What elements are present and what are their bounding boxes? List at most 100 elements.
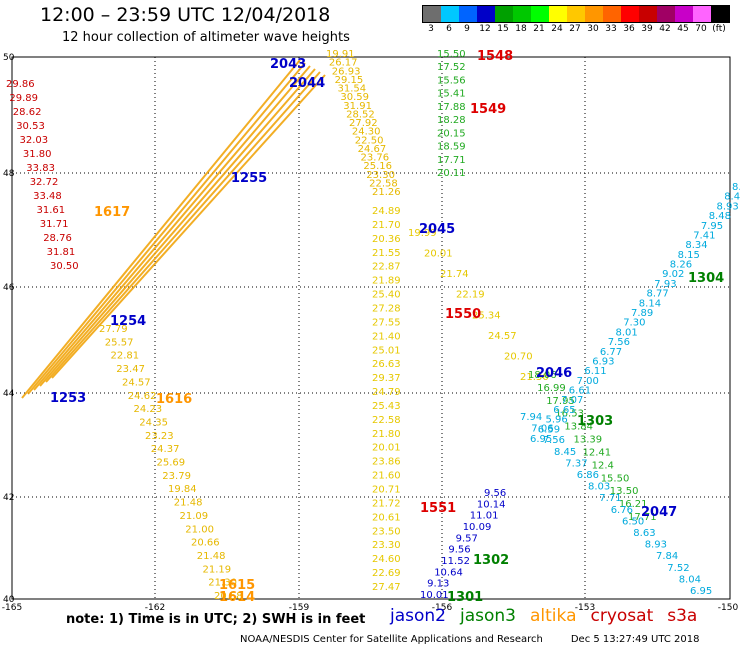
wave-height-value: 23.47 <box>116 364 145 375</box>
colorbar-label: 15 <box>497 24 509 34</box>
wave-height-value: 7.56 <box>608 337 630 348</box>
x-tick-label: -150 <box>718 603 739 613</box>
wave-height-value: 24.35 <box>139 417 168 428</box>
wave-height-value: 20.70 <box>504 351 533 362</box>
wave-height-value: 7.41 <box>693 231 715 242</box>
track-altika-1549: 24.89 21.70 20.36 21.55 22.87 21.89 25.40 27.28… <box>372 206 401 593</box>
wave-height-value: 30.50 <box>50 261 79 272</box>
wave-height-value: 27.28 <box>372 304 401 315</box>
satellite-legend: jason2 jason3 altika cryosat s3a <box>390 606 711 626</box>
wave-height-value: 7.52 <box>667 563 689 574</box>
wave-height-value: 25.57 <box>105 337 134 348</box>
wave-height-value: 21.80 <box>372 429 401 440</box>
track-altika-1550: 19.99 20.01 21.74 22.19 25.34 24.57 20.70 21.36 <box>408 228 549 383</box>
wave-height-value: 22.58 <box>369 178 398 189</box>
wave-height-value: 10.01 <box>420 590 449 601</box>
wave-height-value: 24.60 <box>372 554 401 565</box>
track-id-label: 1551 <box>420 501 456 516</box>
track-id-label: 1304 <box>688 271 724 286</box>
colorbar-label: 27 <box>569 24 581 34</box>
wave-height-value: 19.84 <box>168 484 197 495</box>
wave-height-value: 13.84 <box>564 422 593 433</box>
colorbar-swatch <box>585 6 603 22</box>
wave-height-value: 20.15 <box>437 128 466 139</box>
wave-height-value: 8.15 <box>678 250 700 261</box>
wave-height-value: 10.64 <box>434 567 463 578</box>
wave-height-value: 30.59 <box>340 92 369 103</box>
wave-height-value: 6.11 <box>584 366 606 377</box>
wave-height-value: 21.48 <box>174 498 203 509</box>
wave-height-value: 23.30 <box>372 540 401 551</box>
wave-height-value: 19.99 <box>408 228 437 239</box>
wave-height-value: 24.23 <box>134 404 163 415</box>
track-id-label: 2044 <box>289 76 325 91</box>
wave-height-value: 11.01 <box>470 511 499 522</box>
wave-height-value: 16.21 <box>619 499 648 510</box>
track-id-label: 1253 <box>50 391 86 406</box>
wave-height-value: 26.17 <box>329 58 358 69</box>
wave-height-value: 21.40 <box>372 331 401 342</box>
legend-cryosat: cryosat <box>590 606 654 626</box>
colorbar-label: 45 <box>677 24 689 34</box>
track-id-label: 1302 <box>473 553 509 568</box>
wave-height-value: 8.93 <box>645 540 667 551</box>
wave-height-value: 7.06 <box>531 424 553 435</box>
colorbar-swatch <box>693 6 711 22</box>
track-cryosat-left: 29.86 29.89 28.62 30.53 32.03 31.80 33.83 32.72… <box>6 79 79 272</box>
track-id-label: 2046 <box>536 366 572 381</box>
wave-height-value: 17.95 <box>546 396 575 407</box>
wave-height-value: 7.93 <box>654 279 676 290</box>
wave-height-value: 7.84 <box>656 551 678 562</box>
wave-height-value: 21.00 <box>185 524 214 535</box>
timestamp: Dec 5 13:27:49 UTC 2018 <box>570 634 700 645</box>
wave-height-value: 19.91 <box>326 49 355 60</box>
swath-line <box>39 68 316 387</box>
wave-height-value: 7.56 <box>543 435 565 446</box>
wave-height-value: 25.43 <box>372 401 401 412</box>
altika-swath <box>21 59 326 399</box>
colorbar-swatch <box>639 6 657 22</box>
wave-height-value: 13.50 <box>610 486 639 497</box>
wave-height-value: 16.99 <box>537 383 566 394</box>
x-tick-label: -156 <box>432 603 453 613</box>
wave-height-value: 6.61 <box>569 386 591 397</box>
wave-height-value: 17.71 <box>437 155 466 166</box>
swath-line <box>33 65 311 391</box>
wave-height-value: 8.93 <box>717 201 739 212</box>
colorbar-label: 70 <box>695 24 707 34</box>
colorbar-swatch <box>549 6 567 22</box>
wave-height-value: 28.52 <box>346 109 375 120</box>
y-tick-label: 50 <box>3 53 15 63</box>
wave-height-value: 6.95 <box>690 586 712 597</box>
wave-height-value: 33.48 <box>33 191 62 202</box>
track-id-label: 1550 <box>445 307 481 322</box>
colorbar-label: (ft) <box>712 24 726 34</box>
wave-height-value: 7.07 <box>561 395 583 406</box>
wave-height-value: 24.57 <box>488 331 517 342</box>
wave-height-value: 33.83 <box>26 163 55 174</box>
x-tick-label: -153 <box>575 603 595 613</box>
wave-height-value: 21.26 <box>372 187 401 198</box>
wave-height-value: 27.55 <box>372 317 401 328</box>
track-id-label: 1617 <box>94 205 130 220</box>
wave-height-value: 6.77 <box>600 347 622 358</box>
legend-altika: altika <box>530 606 577 626</box>
wave-height-value: 27.47 <box>372 582 401 593</box>
swath-line <box>21 59 301 399</box>
wave-height-value: 20.58 <box>214 591 243 602</box>
wave-height-value: 6.95 <box>530 434 552 445</box>
wave-height-value: 7.89 <box>631 308 653 319</box>
wave-height-value: 8.04 <box>679 574 701 585</box>
wave-height-value: 6.86 <box>577 470 599 481</box>
footnote: note: 1) Time is in UTC; 2) SWH is in fe… <box>66 612 366 627</box>
colorbar-swatch <box>459 6 477 22</box>
wave-height-value: 24.62 <box>128 391 157 402</box>
wave-height-value: 24.37 <box>151 444 180 455</box>
wave-height-value: 22.69 <box>372 568 401 579</box>
colorbar-swatch <box>513 6 531 22</box>
y-tick-label: 42 <box>3 493 14 503</box>
x-tick-label: -159 <box>289 603 310 613</box>
wave-height-value: 32.03 <box>20 135 49 146</box>
wave-height-value: 6.93 <box>592 357 614 368</box>
